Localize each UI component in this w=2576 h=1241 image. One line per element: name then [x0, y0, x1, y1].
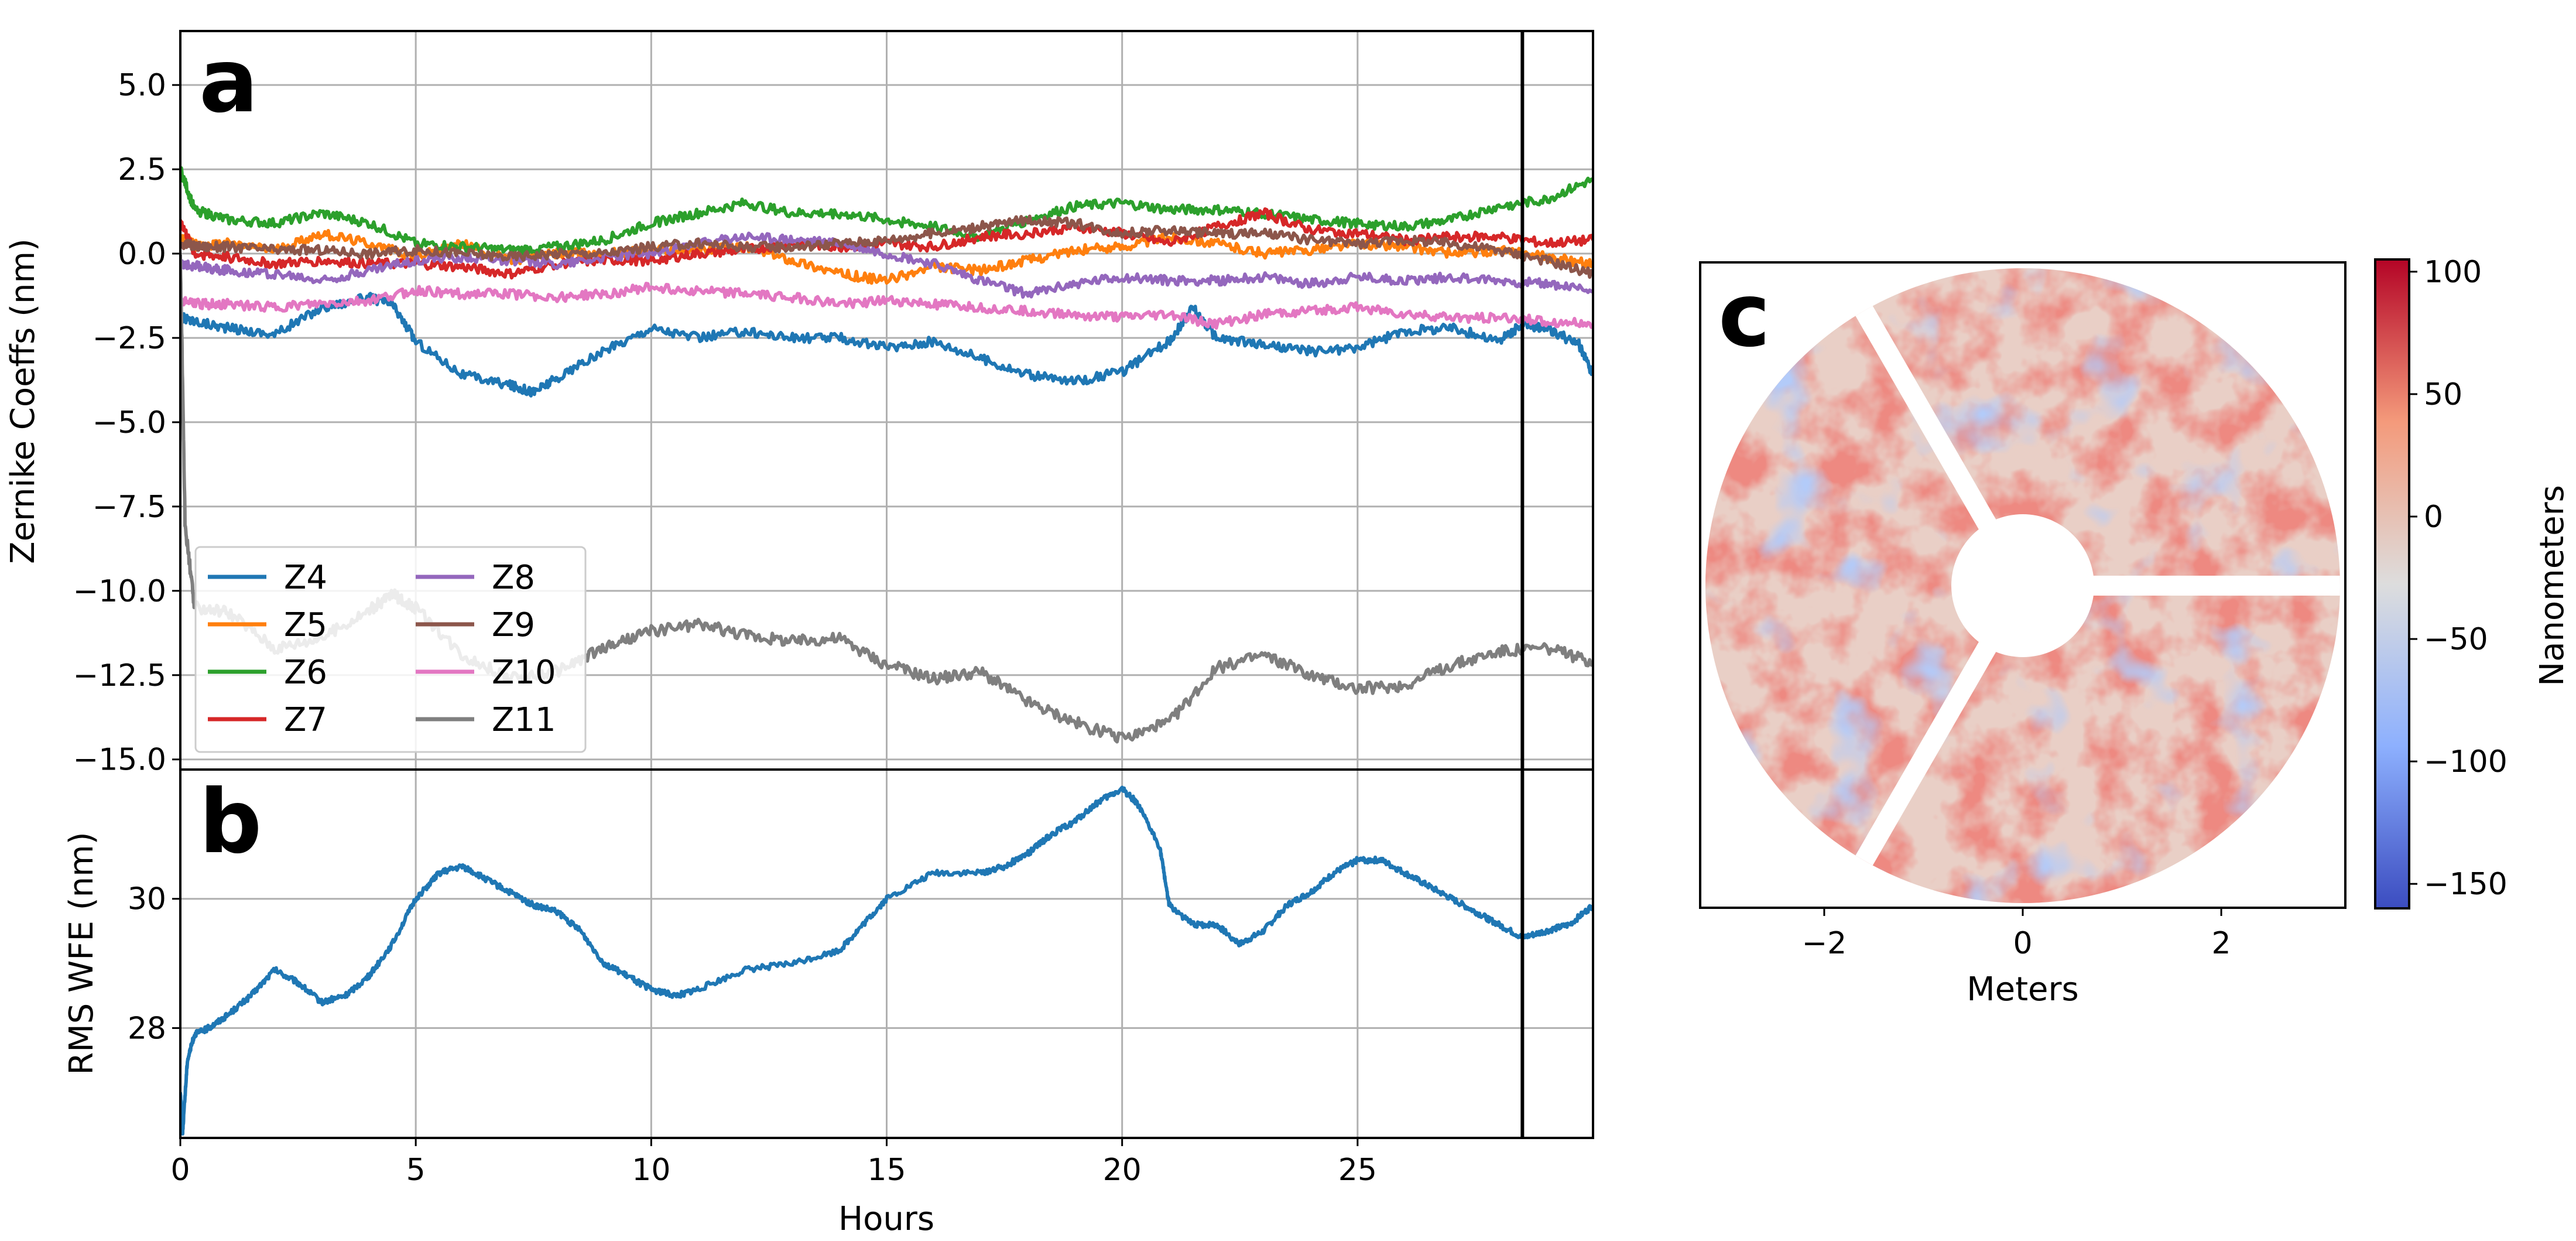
mirror-x-tick-label: 2: [2212, 926, 2231, 961]
mirror-xlabel: Meters: [1967, 970, 2078, 1008]
colorbar-frame: [2374, 258, 2410, 910]
zernike-panel: 5.0 2.5 0.0 −2.5 −5.0 −7.5 −10.0 −12.5 −15.0 Zer…: [4, 30, 1594, 778]
colorbar-tick-label: 0: [2424, 500, 2443, 535]
rms-x-tick-label: 20: [1103, 1153, 1142, 1188]
zernike-series: [180, 166, 1593, 744]
legend-label-z10: Z10: [492, 654, 556, 692]
rms-grid: [179, 770, 1593, 1138]
zernike-y-tick-label: −15.0: [73, 743, 166, 778]
legend-label-z9: Z9: [492, 606, 535, 644]
zernike-ylabel: Zernike Coeffs (nm): [4, 238, 42, 564]
colorbar-tick-label: 100: [2424, 255, 2482, 290]
zernike-grid: [179, 31, 1593, 770]
zernike-y-tick-label: −5.0: [93, 405, 166, 440]
rms-x-tick-label: 25: [1338, 1153, 1377, 1188]
legend-label-z5: Z5: [284, 606, 327, 644]
series-line-z4: [180, 292, 1593, 398]
zernike-y-ticks: 5.0 2.5 0.0 −2.5 −5.0 −7.5 −10.0 −12.5 −15.0: [73, 68, 180, 778]
rms-y-tick-label: 30: [128, 882, 166, 917]
zernike-y-tick-label: −2.5: [93, 321, 166, 356]
mirror-heatmap: [1705, 268, 2340, 903]
legend-label-z8: Z8: [492, 559, 535, 597]
series-line-rms-wfe: [180, 785, 1593, 1136]
zernike-y-tick-label: 5.0: [118, 68, 166, 103]
rms-ylabel: RMS WFE (nm): [63, 832, 101, 1075]
zernike-y-tick-label: 2.5: [118, 152, 166, 187]
colorbar-tick-label: −100: [2424, 744, 2508, 780]
series-line-z8: [180, 231, 1593, 299]
legend-label-z7: Z7: [284, 701, 327, 739]
rms-x-tick-label: 15: [867, 1153, 906, 1188]
mirror-x-ticks: −2 0 2: [1802, 908, 2231, 961]
rms-x-tick-label: 5: [406, 1153, 426, 1188]
series-line-z10: [180, 282, 1593, 330]
legend-label-z11: Z11: [492, 701, 556, 739]
colorbar-tick-label: −150: [2424, 867, 2508, 902]
zernike-legend: Z4 Z5 Z6 Z7 Z8 Z9 Z10 Z11: [194, 546, 587, 753]
colorbar-label: Nanometers: [2533, 485, 2571, 686]
colorbar-ticks: 100 50 0 −50 −100 −150: [2409, 255, 2508, 902]
zernike-y-tick-label: −12.5: [73, 658, 166, 693]
series-line-z9: [180, 214, 1593, 279]
rms-x-ticks: 0 5 10 15 20 25: [170, 1138, 1377, 1188]
mirror-x-tick-label: 0: [2013, 926, 2032, 961]
rms-y-ticks: 30 28: [128, 882, 180, 1046]
rms-y-tick-label: 28: [128, 1011, 166, 1046]
zernike-y-tick-label: −7.5: [93, 490, 166, 525]
colorbar-tick-label: −50: [2424, 622, 2488, 657]
legend-label-z6: Z6: [284, 654, 327, 692]
panel-label: c: [1718, 265, 1770, 367]
legend-label-z4: Z4: [284, 559, 327, 597]
rms-series: [180, 785, 1593, 1136]
zernike-y-tick-label: 0.0: [118, 237, 166, 272]
panel-label: b: [199, 771, 262, 873]
mirror-x-tick-label: −2: [1802, 926, 1847, 961]
mirror-map-panel: −2 0 2 Meters c 100 50 0 −50 −100 −150 Nanomete…: [1699, 255, 2571, 1008]
colorbar-tick-label: 50: [2424, 377, 2462, 412]
panel-label: a: [199, 30, 258, 132]
series-line-z6: [180, 166, 1593, 256]
colorbar: [2375, 259, 2409, 908]
rms-xlabel: Hours: [838, 1200, 934, 1238]
rms-panel: 30 28 0 5 10 15 20 25 RMS WFE (nm) Hours b: [63, 768, 1594, 1238]
rms-x-tick-label: 0: [170, 1153, 190, 1188]
zernike-y-tick-label: −10.0: [73, 574, 166, 609]
rms-x-tick-label: 10: [632, 1153, 670, 1188]
